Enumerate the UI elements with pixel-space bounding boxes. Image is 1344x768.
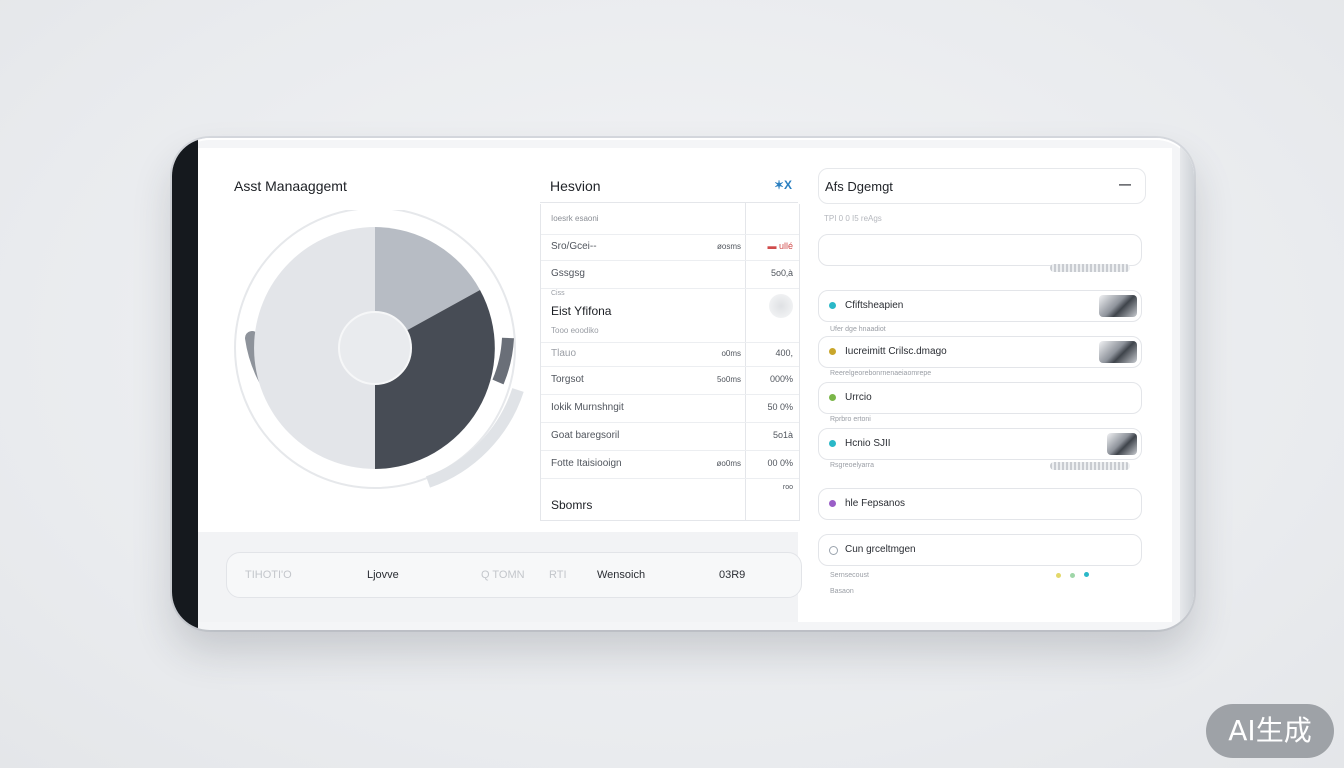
activity-row[interactable]: hle Fepsanos xyxy=(818,488,1142,520)
activity-row[interactable]: Cun grceltmgen xyxy=(818,534,1142,566)
table-row[interactable]: Fotte Itaisiooign øo0ms 00 0% xyxy=(541,450,799,479)
bottom-item[interactable]: TIHOTI'O xyxy=(245,569,292,581)
asset-pie-chart[interactable] xyxy=(228,207,528,510)
status-dot-icon xyxy=(829,500,836,507)
pie-chart-svg xyxy=(234,207,524,489)
row-mid: øo0ms xyxy=(716,459,741,468)
row-pre: Ciss xyxy=(551,290,565,297)
row-post: Tooo eoodiko xyxy=(551,326,599,335)
table-row[interactable]: Torgsot 5o0ms 000% xyxy=(541,366,799,395)
row-mid: øosms xyxy=(717,242,741,251)
row-value: 000% xyxy=(769,374,793,384)
history-close-icon[interactable]: ✶X xyxy=(773,178,792,192)
pie-slice-light[interactable] xyxy=(254,227,375,469)
activity-label: Hcnio SJII xyxy=(845,438,891,449)
column-divider xyxy=(745,202,746,520)
activity-label: Cun grceltmgen xyxy=(845,544,916,555)
table-row[interactable]: Iokik Murnshngit 50 0% xyxy=(541,394,799,423)
row-value: 5o1à xyxy=(772,430,793,440)
pie-slice-mid[interactable] xyxy=(375,227,480,348)
indicator-dot xyxy=(1056,573,1061,578)
status-dot-icon xyxy=(829,302,836,309)
row-label: Fotte Itaisiooign xyxy=(551,458,622,469)
activity-streak xyxy=(1050,462,1130,470)
row-label: Tlauo xyxy=(551,348,577,359)
device-bezel-left xyxy=(172,138,198,630)
row-value: 50 0% xyxy=(767,402,793,412)
bottom-item[interactable]: RTI xyxy=(549,569,567,581)
table-row[interactable]: Tlauo o0ms 400, xyxy=(541,342,799,367)
activity-header: Afs Dgemgt — xyxy=(818,168,1146,204)
history-header: Hesvion ✶X xyxy=(540,168,798,203)
activity-label: Cfiftsheapien xyxy=(845,300,904,311)
activity-meta: Reerelgeorebonrnenaeiaomrepe xyxy=(830,370,932,377)
history-title: Hesvion xyxy=(550,178,601,194)
activity-thumbnail xyxy=(1099,341,1137,363)
device-bezel-right xyxy=(1180,138,1194,630)
bottom-item[interactable]: Wensoich xyxy=(597,569,646,581)
bottom-item[interactable]: Ljovve xyxy=(367,569,399,581)
table-row[interactable]: Ciss Eist Yfifona Tooo eoodiko xyxy=(541,288,799,343)
right-accent-arc xyxy=(492,337,514,385)
activity-streak xyxy=(1050,264,1130,272)
row-label: Goat baregsoril xyxy=(551,430,620,441)
header-cell: Ioesrk esaoni xyxy=(551,214,599,223)
activity-label: Urrcio xyxy=(845,392,872,403)
activity-label: hle Fepsanos xyxy=(845,498,906,509)
activity-meta: Ufer dge hnaadiot xyxy=(830,326,886,333)
row-label: Gssgsg xyxy=(551,268,585,279)
activity-meta: Rprbro ertoni xyxy=(830,416,871,423)
bottom-nav-bar: TIHOTI'O Ljovve Q TOMN RTI Wensoich 03R9 xyxy=(226,552,802,598)
bottom-item[interactable]: 03R9 xyxy=(719,569,746,581)
table-row[interactable]: Sro/Gcei-- øosms ▬ ullé xyxy=(541,234,799,261)
ai-generated-badge: AI生成 xyxy=(1206,704,1334,758)
pie-center-hole xyxy=(338,311,412,385)
row-value: 400, xyxy=(775,348,793,358)
status-dot-icon xyxy=(829,348,836,355)
row-label: Torgsot xyxy=(551,374,584,385)
history-table: Ioesrk esaoni Sro/Gcei-- øosms ▬ ullé Gs… xyxy=(540,202,800,521)
bottom-accent-arc xyxy=(425,388,524,488)
row-label: Iokik Murnshngit xyxy=(551,402,624,413)
activity-meta: Rsgreoelyarra xyxy=(830,462,874,469)
status-dot-icon xyxy=(829,546,838,555)
activity-thumbnail xyxy=(1099,295,1137,317)
row-thumb xyxy=(769,294,793,318)
bottom-item[interactable]: Q TOMN xyxy=(481,569,525,581)
row-value: roo xyxy=(782,484,793,491)
activity-row[interactable]: Cfiftsheapien xyxy=(818,290,1142,322)
table-row[interactable]: Sbomrs roo xyxy=(541,478,799,520)
row-label: Eist Yfifona xyxy=(551,304,612,318)
activity-row-placeholder xyxy=(818,234,1142,266)
activity-row[interactable]: Hcnio SJII xyxy=(818,428,1142,460)
activity-title: Afs Dgemgt xyxy=(825,179,893,194)
dashboard-screen: Asst Manaaggemt Hesvion ✶X Ioesrk esaoni xyxy=(198,148,1172,622)
asset-management-title: Asst Manaaggemt xyxy=(234,178,347,194)
activity-row[interactable]: Iucreimitt Crilsc.dmago xyxy=(818,336,1142,368)
row-label: Sbomrs xyxy=(551,498,593,512)
row-value: 5o0‚à xyxy=(770,268,793,278)
row-mid: o0ms xyxy=(721,349,741,358)
table-row[interactable]: Goat baregsoril 5o1à xyxy=(541,422,799,451)
table-row[interactable]: Gssgsg 5o0‚à xyxy=(541,260,799,289)
tablet-device: Asst Manaaggemt Hesvion ✶X Ioesrk esaoni xyxy=(172,138,1194,630)
activity-row[interactable]: Urrcio xyxy=(818,382,1142,414)
table-header-row: Ioesrk esaoni xyxy=(541,204,799,235)
indicator-dot xyxy=(1084,572,1089,577)
activity-meta: Basaon xyxy=(830,588,854,595)
activity-label: Iucreimitt Crilsc.dmago xyxy=(845,346,947,357)
row-value: ▬ ullé xyxy=(767,241,793,251)
indicator-dot xyxy=(1070,573,1075,578)
activity-meta: Sernsecoust xyxy=(830,572,869,579)
row-label: Sro/Gcei-- xyxy=(551,241,597,252)
row-mid: 5o0ms xyxy=(716,375,741,384)
status-dot-icon xyxy=(829,394,836,401)
row-value: 00 0% xyxy=(767,458,793,468)
status-dot-icon xyxy=(829,440,836,447)
activity-thumbnail xyxy=(1107,433,1137,455)
activity-menu-icon[interactable]: — xyxy=(1119,177,1131,191)
activity-subtitle: TPI 0 0 I5 reAgs xyxy=(824,214,882,223)
